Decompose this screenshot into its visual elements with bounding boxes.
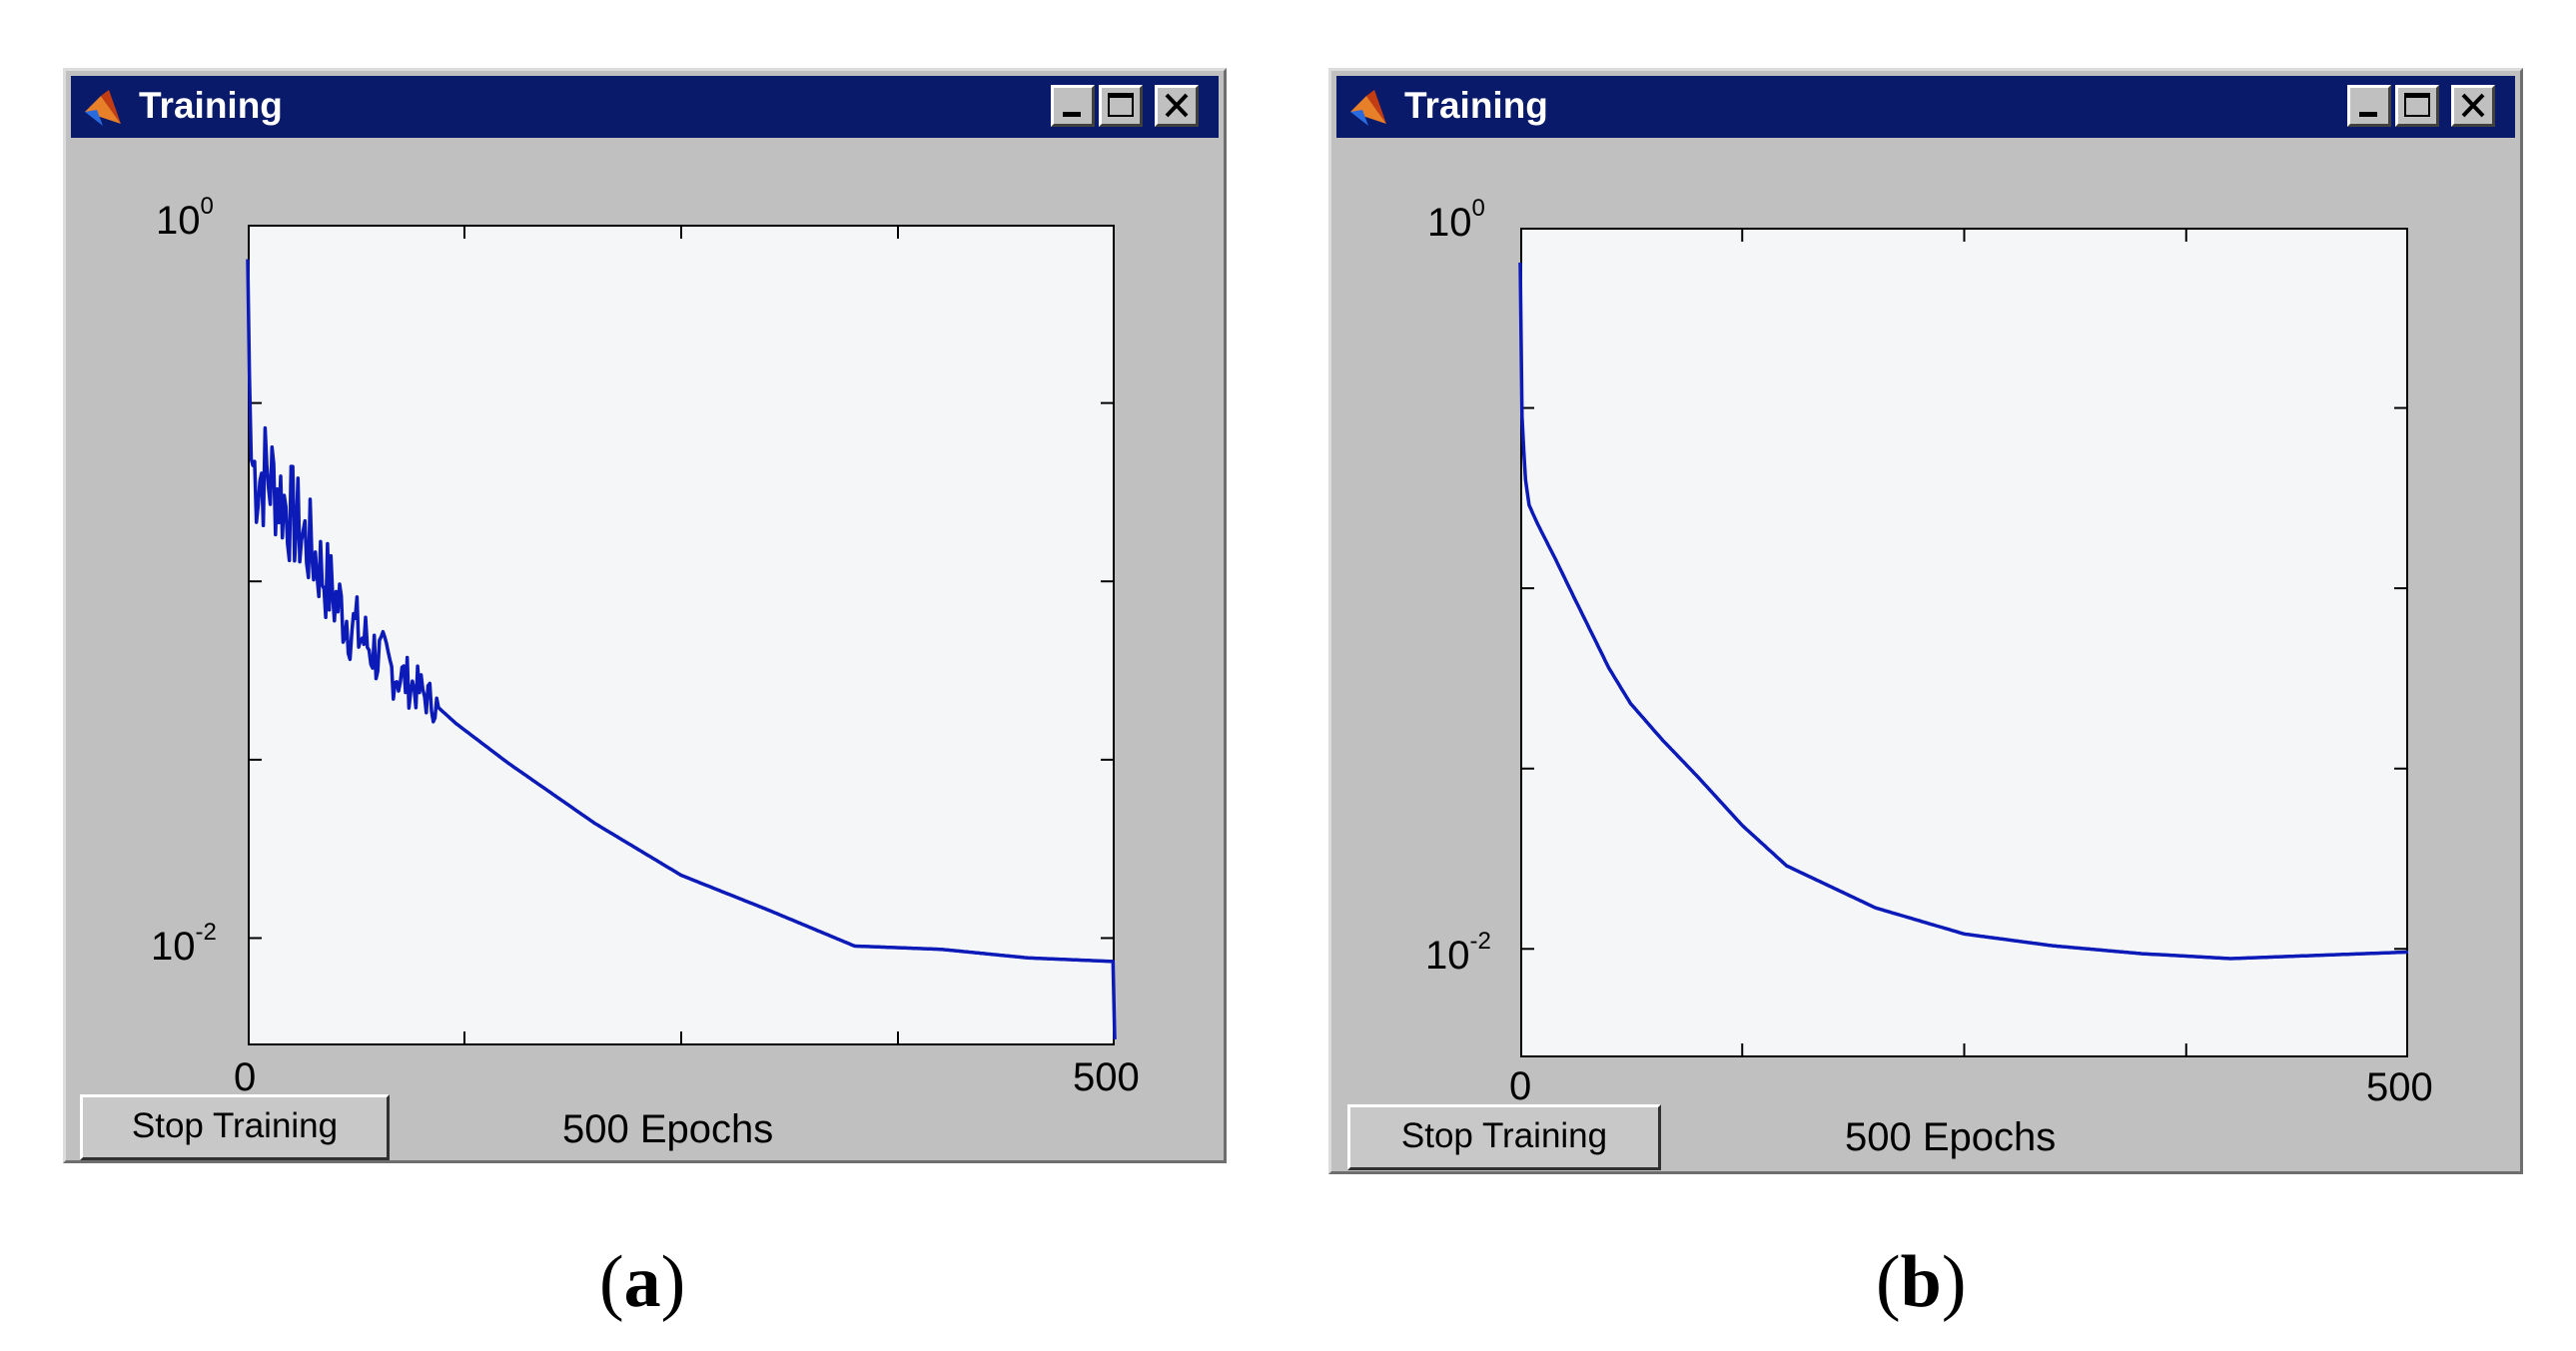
minimize-button[interactable] [2347,85,2391,127]
y-tick-top: 100 [156,193,214,243]
caption-b: (b) [1876,1241,1967,1323]
close-button[interactable] [2451,85,2495,127]
title-bar[interactable]: Training [71,76,1219,138]
training-curve-plot [246,225,1117,1045]
minimize-button[interactable] [1051,85,1095,127]
stop-training-button[interactable]: Stop Training [80,1094,390,1160]
x-axis-label: 500 Epochs [1845,1115,2057,1159]
training-error-line [246,259,1117,1039]
maximize-icon [1108,93,1134,117]
close-button[interactable] [1155,85,1199,127]
minimize-icon [2359,112,2377,117]
y-tick-top: 100 [1427,195,1485,245]
plot-axes [1518,228,2408,1057]
y-tick-bottom: 10-2 [1425,928,1491,978]
close-icon [2461,93,2485,118]
matlab-logo-icon [1350,90,1386,126]
x-tick-right: 500 [2366,1065,2433,1109]
maximize-button[interactable] [2395,85,2439,127]
plot-axes [246,225,1117,1045]
x-axis-label: 500 Epochs [562,1107,774,1151]
training-window-a: Training 100 10-2 0 500 500 Epochs Stop … [63,68,1227,1163]
caption-a: (a) [599,1241,686,1323]
training-curve-plot [1518,228,2408,1057]
x-tick-left: 0 [234,1055,257,1099]
training-window-b: Training 100 10-2 0 500 500 Epochs Stop … [1328,68,2523,1174]
minimize-icon [1063,112,1081,117]
training-error-line [1518,262,2408,961]
maximize-button[interactable] [1099,85,1143,127]
window-title: Training [139,85,283,126]
title-bar[interactable]: Training [1336,76,2515,138]
matlab-logo-icon [85,90,121,126]
close-icon [1165,93,1189,118]
x-tick-left: 0 [1509,1064,1532,1108]
y-tick-bottom: 10-2 [151,919,217,969]
stop-training-button[interactable]: Stop Training [1347,1104,1661,1170]
maximize-icon [2404,93,2430,117]
window-title: Training [1404,85,1548,126]
x-tick-right: 500 [1073,1055,1140,1099]
